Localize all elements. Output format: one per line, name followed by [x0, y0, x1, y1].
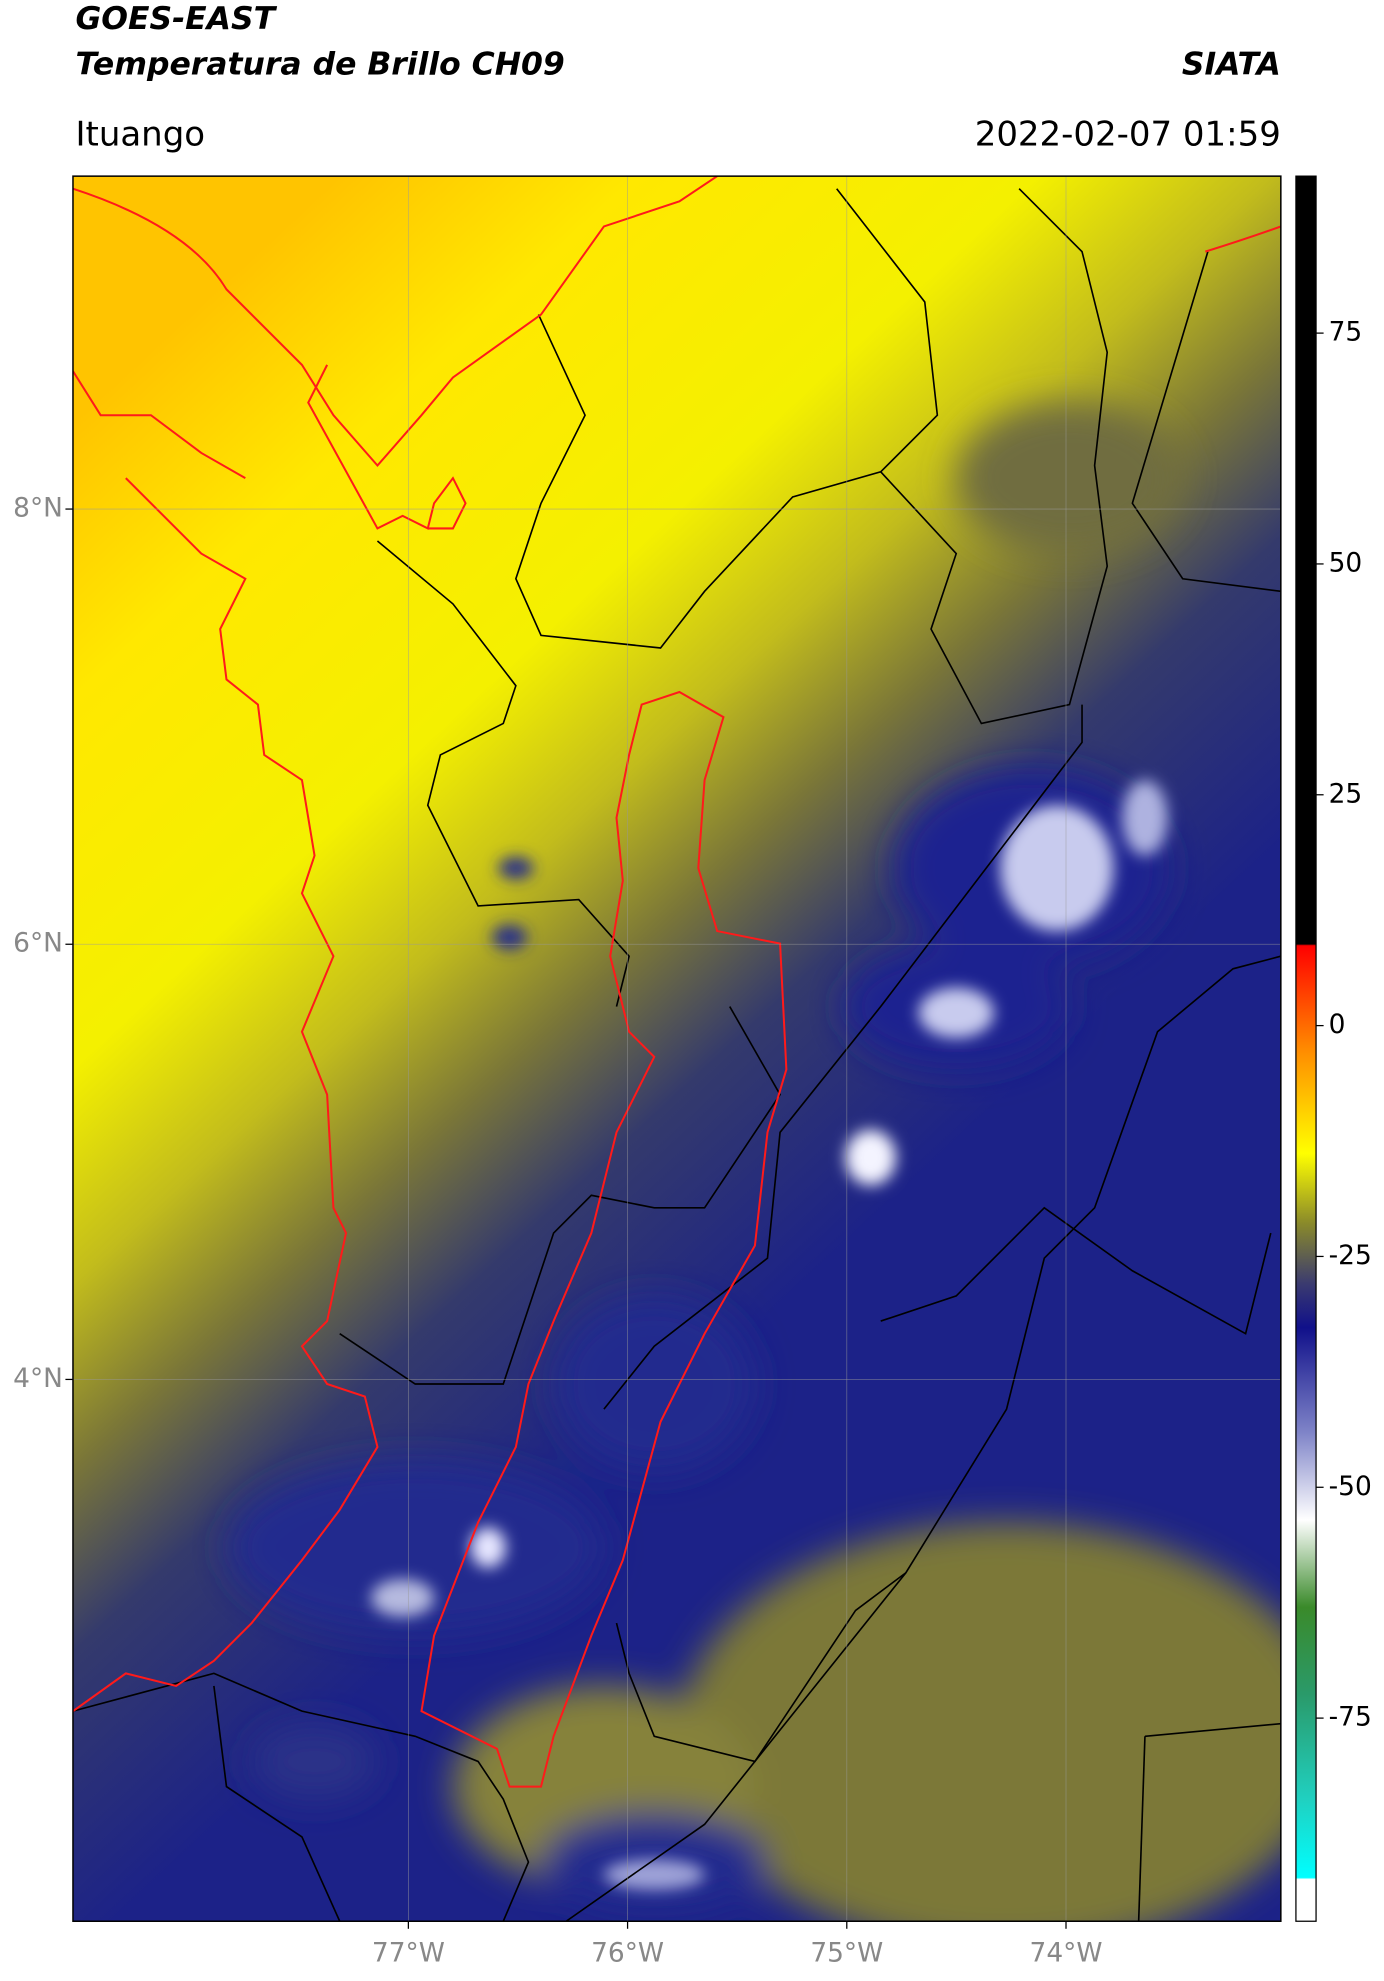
- colorbar-tick-label: -25: [1329, 1240, 1372, 1271]
- source: SIATA: [1182, 46, 1281, 82]
- cloud-field: [226, 402, 1281, 1922]
- coastline: [72, 176, 1281, 1788]
- lat-tick-label: 6°N: [13, 928, 63, 959]
- colorbar: [1295, 175, 1317, 1922]
- subtitle: Temperatura de Brillo CH09: [75, 46, 564, 82]
- admin-borders: [72, 188, 1281, 1922]
- datetime: 2022-02-07 01:59: [975, 114, 1281, 154]
- region: Ituango: [75, 114, 205, 154]
- colorbar-tick-label: -75: [1329, 1702, 1372, 1733]
- map-frame: [72, 175, 1282, 1922]
- lon-tick-label: 76°W: [591, 1937, 664, 1968]
- colorbar-tick-label: 75: [1329, 317, 1363, 348]
- lon-tick-label: 77°W: [372, 1937, 445, 1968]
- title: GOES-EAST: [75, 1, 277, 37]
- colorbar-tick-label: 0: [1329, 1009, 1346, 1040]
- lat-tick-label: 8°N: [13, 493, 63, 524]
- convective-cores: [371, 780, 1168, 1890]
- lat-tick-label: 4°N: [13, 1363, 63, 1394]
- grid: [72, 176, 1281, 1922]
- satellite-image: [72, 176, 1281, 1922]
- colorbar-tick-label: 50: [1329, 547, 1363, 578]
- colorbar-tick-label: 25: [1329, 778, 1363, 809]
- lon-tick-label: 75°W: [810, 1937, 883, 1968]
- lon-tick-label: 74°W: [1030, 1937, 1103, 1968]
- colorbar-tick-label: -50: [1329, 1471, 1372, 1502]
